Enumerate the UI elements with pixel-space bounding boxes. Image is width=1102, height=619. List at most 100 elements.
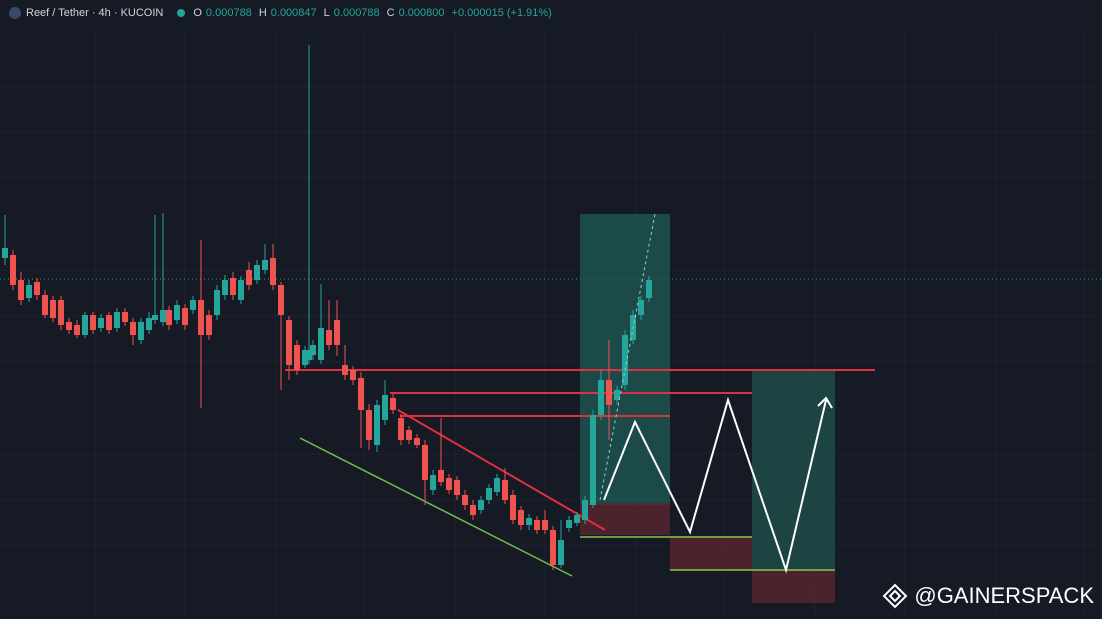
candle-body	[214, 290, 220, 315]
candle-body	[114, 312, 120, 328]
candle-body	[34, 282, 40, 295]
candle-body	[374, 405, 380, 445]
candle-body	[26, 285, 32, 298]
candle-body	[138, 322, 144, 340]
candle-body	[198, 300, 204, 335]
candle-body	[206, 315, 212, 335]
candle-body	[438, 470, 444, 482]
ohlc-label: H	[258, 7, 267, 19]
candle-body	[310, 345, 316, 355]
wedge-resistance	[397, 409, 606, 531]
candle-body	[422, 445, 428, 480]
candle-body	[82, 315, 88, 335]
candle-body	[230, 278, 236, 295]
arrow-head	[817, 396, 833, 409]
candle-body	[306, 350, 312, 360]
candle-body	[174, 305, 180, 320]
candle-body	[510, 495, 516, 520]
candle-body	[494, 478, 500, 492]
candle-body	[254, 265, 260, 280]
candle-body	[390, 398, 396, 410]
candle-body	[550, 530, 556, 565]
candle-body	[342, 365, 348, 375]
candle-body	[622, 335, 628, 385]
candle-body	[66, 322, 72, 330]
candle-body	[58, 300, 64, 325]
candle-body	[526, 518, 532, 525]
candle-body	[606, 380, 612, 405]
candle-body	[486, 488, 492, 500]
candle-body	[106, 315, 112, 330]
ohlc-value: 0.000788	[333, 7, 380, 19]
candle-body	[406, 430, 412, 440]
candle-body	[518, 510, 524, 525]
candle-body	[152, 315, 158, 320]
candle-body	[646, 280, 652, 298]
candle-body	[130, 322, 136, 335]
path-projection	[603, 396, 827, 574]
candle-body	[146, 318, 152, 330]
candle-body	[90, 315, 96, 330]
candle-body	[638, 300, 644, 315]
candle-body	[366, 410, 372, 440]
candle-body	[262, 260, 268, 270]
candle-body	[246, 270, 252, 285]
candle-body	[470, 505, 476, 515]
candle-body	[98, 318, 104, 328]
candle-body	[318, 328, 324, 360]
candle-body	[238, 280, 244, 300]
candle-body	[534, 520, 540, 530]
candle-body	[270, 258, 276, 285]
ohlc-label: O	[193, 7, 202, 19]
candle-body	[598, 380, 604, 415]
candle-body	[182, 308, 188, 325]
candle-body	[414, 438, 420, 445]
candle-body	[190, 300, 196, 310]
candle-body	[566, 520, 572, 528]
ohlc-label: L	[323, 7, 330, 19]
symbol-title: Reef / Tether · 4h · KUCOIN	[26, 7, 164, 19]
candle-body	[430, 475, 436, 490]
candle-body	[454, 480, 460, 495]
grid	[0, 28, 1102, 619]
candle-body	[166, 310, 172, 325]
candle-body	[10, 255, 16, 285]
candle-body	[326, 330, 332, 345]
candle-body	[50, 300, 56, 318]
candle-body	[478, 500, 484, 510]
stop-zone	[670, 537, 752, 570]
candle-body	[382, 395, 388, 420]
candle-body	[160, 310, 166, 322]
candle-body	[302, 350, 308, 365]
watermark-text: @GAINERSPACK	[914, 583, 1094, 608]
candle-body	[74, 325, 80, 335]
ohlc-value: 0.000788	[205, 7, 252, 19]
candle-body	[42, 295, 48, 315]
projection	[599, 213, 656, 501]
candle-body	[18, 280, 24, 300]
status-dot	[177, 9, 186, 17]
candle-body	[542, 520, 548, 530]
candle-body	[358, 378, 364, 410]
ohlc-label: C	[386, 7, 395, 19]
price-change: +0.000015 (+1.91%)	[451, 7, 552, 19]
ohlc-value: 0.000800	[398, 7, 445, 19]
candle-body	[286, 320, 292, 365]
candle-body	[502, 480, 508, 500]
stop-zone	[752, 570, 835, 603]
candle-body	[294, 345, 300, 370]
candle-body	[574, 515, 580, 523]
candle-body	[446, 478, 452, 490]
watermark: @GAINERSPACK	[882, 583, 1094, 609]
candle-body	[558, 540, 564, 565]
candles	[2, 45, 652, 570]
stop-zone	[580, 503, 670, 535]
candle-body	[462, 495, 468, 505]
candle-body	[590, 415, 596, 505]
candle-body	[582, 500, 588, 520]
symbol-icon	[9, 7, 21, 19]
candle-body	[350, 370, 356, 380]
